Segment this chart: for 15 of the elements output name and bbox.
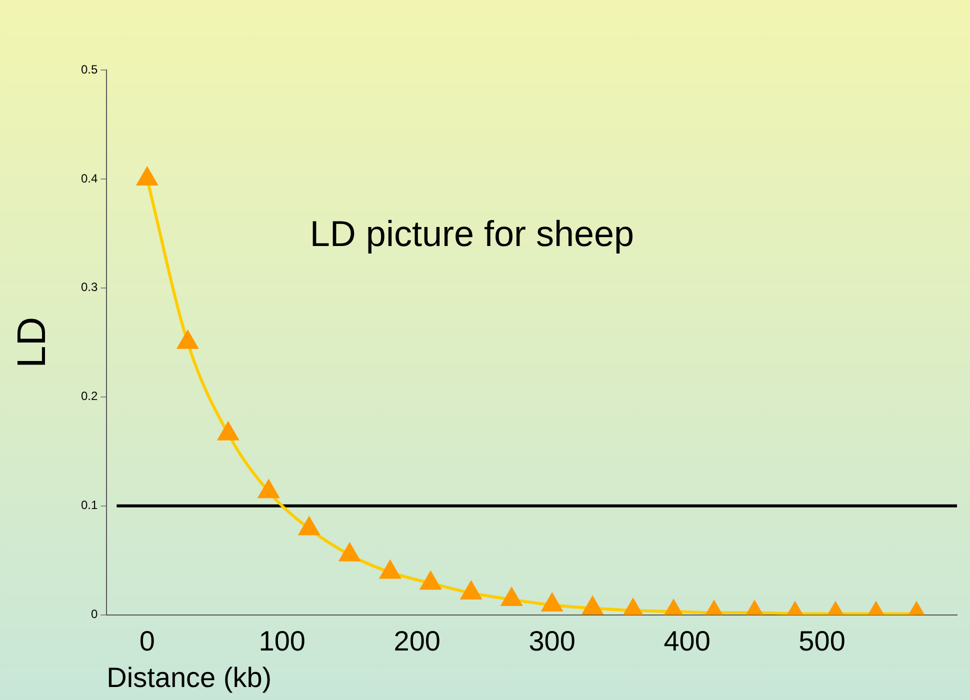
y-tick-label: 0.1 — [80, 498, 98, 512]
x-axis-title: Distance (kb) — [106, 662, 272, 693]
x-tick-label: 300 — [528, 625, 576, 656]
y-tick-label: 0.4 — [80, 171, 98, 186]
text: LD picture for sheep — [310, 212, 634, 254]
y-tick-label: 0 — [90, 607, 98, 622]
y-tick-label: 0.5 — [80, 62, 98, 76]
y-axis-title: LD — [10, 316, 54, 368]
x-tick-label: 500 — [798, 625, 846, 656]
x-tick-label: 0 — [139, 625, 155, 656]
y-tick-label: 0.3 — [80, 280, 98, 294]
x-tick-label: 400 — [664, 625, 710, 656]
x-tick-label: 100 — [258, 625, 306, 656]
x-tick-label: 200 — [394, 625, 440, 656]
y-tick-label: 0.2 — [80, 389, 98, 404]
